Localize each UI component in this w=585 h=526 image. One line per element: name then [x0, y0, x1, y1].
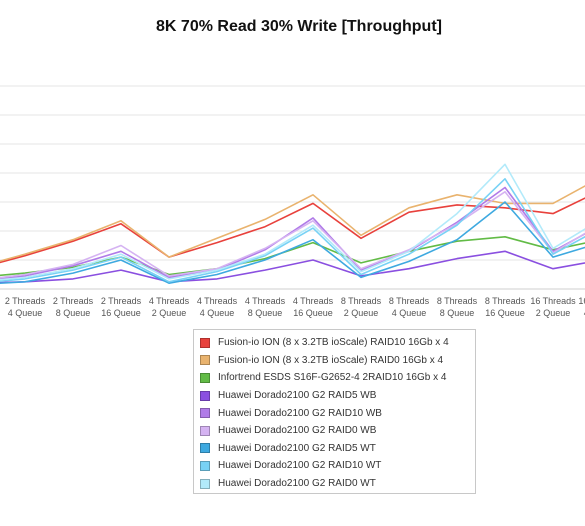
- x-tick-label: 8 Threads: [341, 296, 382, 306]
- x-tick-label: 4 Queue: [584, 308, 585, 318]
- legend-item: Huawei Dorado2100 G2 RAID5 WT: [200, 440, 469, 458]
- legend-swatch: [200, 372, 210, 383]
- legend-swatch: [200, 443, 210, 454]
- series-line: [0, 163, 585, 281]
- chart-title: 8K 70% Read 30% Write [Throughput]: [156, 18, 442, 35]
- series-line: [0, 191, 585, 279]
- legend-label: Huawei Dorado2100 G2 RAID10 WB: [218, 407, 382, 419]
- legend-label: Huawei Dorado2100 G2 RAID0 WT: [218, 478, 376, 490]
- x-tick-label: 4 Threads: [149, 296, 190, 306]
- x-tick-label: 16 Threads: [530, 296, 576, 306]
- legend-item: Huawei Dorado2100 G2 RAID0 WB: [200, 422, 469, 440]
- x-tick-label: 4 Queue: [8, 308, 43, 318]
- legend-label: Huawei Dorado2100 G2 RAID5 WB: [218, 390, 377, 402]
- x-tick-label: 4 Queue: [200, 308, 235, 318]
- legend-item: Huawei Dorado2100 G2 RAID10 WB: [200, 404, 469, 422]
- legend-item: Infortrend ESDS S16F-G2652-4 2RAID10 16G…: [200, 369, 469, 387]
- legend-item: Huawei Dorado2100 G2 RAID0 WT: [200, 475, 469, 493]
- x-tick-label: 8 Threads: [485, 296, 526, 306]
- legend-swatch: [200, 355, 210, 366]
- x-tick-label: 4 Threads: [197, 296, 238, 306]
- legend-swatch: [200, 460, 210, 471]
- legend-label: Huawei Dorado2100 G2 RAID10 WT: [218, 460, 382, 472]
- x-tick-label: 2 Queue: [344, 308, 379, 318]
- x-tick-label: 16 Queue: [485, 308, 525, 318]
- series-line: [0, 185, 585, 262]
- legend-item: Huawei Dorado2100 G2 RAID5 WB: [200, 387, 469, 405]
- legend-swatch: [200, 390, 210, 401]
- legend-item: Huawei Dorado2100 G2 RAID10 WT: [200, 457, 469, 475]
- legend-item: Fusion-io ION (8 x 3.2TB ioScale) RAID10…: [200, 334, 469, 352]
- x-tick-label: 4 Threads: [293, 296, 334, 306]
- legend-swatch: [200, 408, 210, 419]
- x-tick-label: 8 Threads: [389, 296, 430, 306]
- chart-legend: Fusion-io ION (8 x 3.2TB ioScale) RAID10…: [193, 329, 476, 494]
- x-tick-label: 2 Threads: [101, 296, 142, 306]
- series-line: [0, 178, 585, 283]
- x-tick-label: 16 Queue: [293, 308, 333, 318]
- x-tick-label: 2 Threads: [53, 296, 94, 306]
- legend-swatch: [200, 337, 210, 348]
- legend-label: Fusion-io ION (8 x 3.2TB ioScale) RAID10…: [218, 337, 449, 349]
- x-tick-label: 8 Queue: [56, 308, 91, 318]
- legend-label: Infortrend ESDS S16F-G2652-4 2RAID10 16G…: [218, 372, 447, 384]
- x-tick-label: 2 Threads: [5, 296, 46, 306]
- series-line: [0, 250, 585, 284]
- legend-label: Huawei Dorado2100 G2 RAID5 WT: [218, 442, 376, 454]
- series-lines: [0, 163, 585, 285]
- x-tick-label: 8 Queue: [248, 308, 283, 318]
- legend-label: Huawei Dorado2100 G2 RAID0 WB: [218, 425, 377, 437]
- series-line: [0, 201, 585, 285]
- x-tick-label: 4 Queue: [392, 308, 427, 318]
- x-tick-label: 2 Queue: [536, 308, 571, 318]
- series-line: [0, 236, 585, 277]
- x-tick-label: 8 Queue: [440, 308, 475, 318]
- x-tick-label: 2 Queue: [152, 308, 187, 318]
- x-tick-label: 4 Threads: [245, 296, 286, 306]
- x-tick-label: 16 Queue: [101, 308, 141, 318]
- x-tick-label: 16 Threads: [578, 296, 585, 306]
- legend-swatch: [200, 478, 210, 489]
- legend-swatch: [200, 425, 210, 436]
- legend-label: Fusion-io ION (8 x 3.2TB ioScale) RAID0 …: [218, 354, 444, 366]
- legend-item: Fusion-io ION (8 x 3.2TB ioScale) RAID0 …: [200, 352, 469, 370]
- x-tick-label: 8 Threads: [437, 296, 478, 306]
